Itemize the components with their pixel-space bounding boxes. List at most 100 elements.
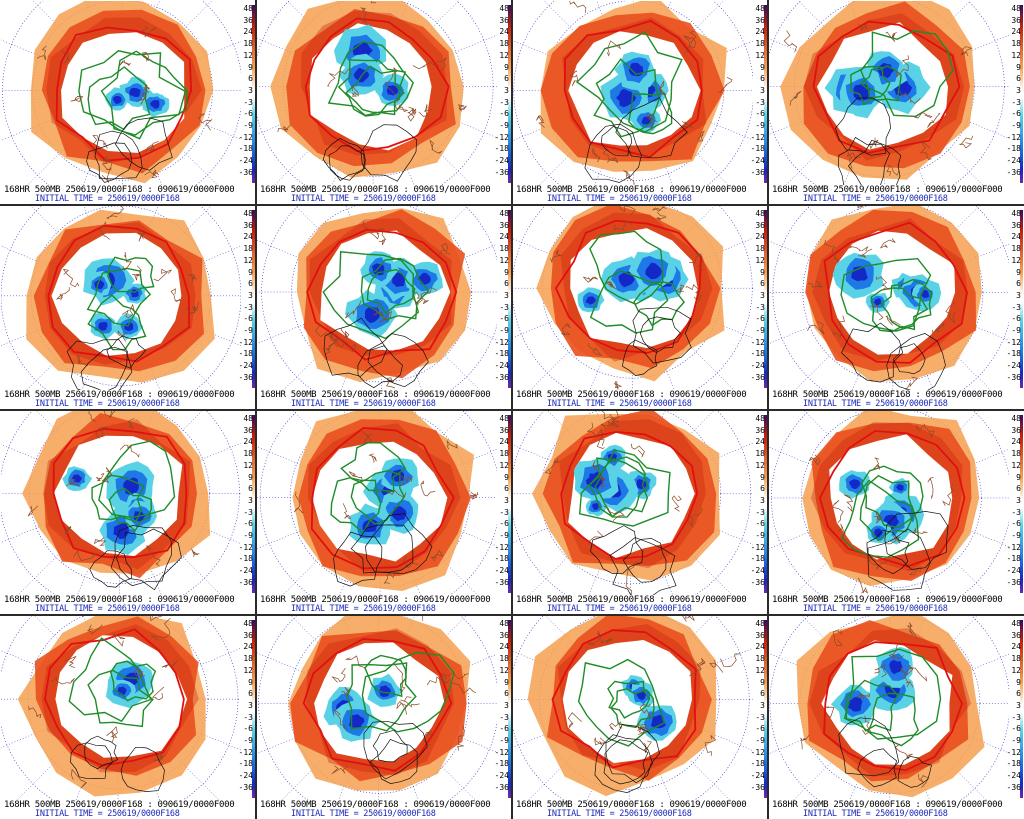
scale-tick-label: -3 [755, 507, 765, 517]
coastline [430, 549, 444, 562]
scale-tick-label: -9 [755, 121, 765, 130]
coastline [143, 83, 151, 94]
green-contour [87, 294, 147, 351]
scale-tick-label: 9 [248, 472, 253, 482]
scale-tick-label: 12 [1011, 665, 1021, 675]
scale-tick-label: 12 [499, 665, 509, 675]
scale-tick-label: -12 [494, 747, 509, 757]
scale-tick-label: -6 [1011, 109, 1021, 119]
coastline [368, 453, 377, 463]
scale-tick-label: 9 [504, 472, 509, 482]
coastline [186, 301, 200, 314]
scale-tick-label: 6 [1016, 279, 1021, 289]
red-contour [304, 17, 450, 153]
coastline [71, 768, 88, 789]
coastline [687, 507, 703, 528]
coastline [688, 30, 697, 49]
forecast-panel: 48 36 24 18 12 9 6 3 -3 -6 -9 -12 -18 -24 -36 168HR 500… [513, 616, 767, 819]
scale-tick-label: -36 [1006, 577, 1021, 587]
scale-tick-label: 36 [1011, 220, 1021, 230]
coastline [613, 220, 633, 231]
scale-tick-label: -6 [243, 724, 253, 734]
color-scale: 48 36 24 18 12 9 6 3 -3 -6 -9 -12 -18 -24 -36 [1006, 415, 1023, 593]
coastline [920, 141, 933, 160]
scale-tick-label: -9 [499, 531, 509, 540]
scale-tick-label: -36 [1006, 372, 1021, 382]
coastline [915, 423, 935, 438]
coastline [596, 435, 605, 449]
anomaly-map [513, 206, 753, 390]
coastline [567, 712, 582, 729]
scale-tick-label: 18 [755, 449, 765, 459]
height-contour [114, 117, 173, 171]
scale-tick-label: -18 [1006, 144, 1021, 154]
coastline [623, 170, 635, 185]
scale-tick-label: 36 [755, 630, 765, 640]
green-contour [628, 92, 673, 135]
scale-tick-label: -3 [1011, 507, 1021, 517]
height-contour [70, 742, 113, 780]
coastline [681, 121, 694, 129]
red-contour [563, 19, 703, 159]
scale-tick-label: -24 [1006, 361, 1021, 371]
coastline [323, 337, 346, 355]
anomaly-map [1, 411, 241, 595]
coastline [412, 60, 436, 70]
scale-tick-label: 6 [248, 689, 253, 699]
scale-tick-label: 6 [760, 484, 765, 494]
scale-tick-label: 36 [499, 220, 509, 230]
coastline [837, 523, 847, 545]
scale-tick-label: 18 [755, 244, 765, 254]
anomaly-map [769, 411, 1009, 595]
green-contour [86, 267, 152, 327]
scale-tick-label: -6 [243, 519, 253, 529]
coastline [401, 475, 413, 487]
coastline [905, 376, 919, 390]
coastline [420, 480, 436, 497]
scale-tick-label: -24 [750, 771, 765, 781]
coastline [569, 70, 579, 87]
panel-initial-time: INITIAL TIME = 250619/0000F168 [291, 399, 436, 409]
scale-tick-label: -18 [1006, 554, 1021, 564]
color-scale: 48 36 24 18 12 9 6 3 -3 -6 -9 -12 -18 -24 -36 [494, 415, 511, 593]
coastline [894, 743, 913, 759]
scale-tick-label: 9 [248, 267, 253, 277]
scale-tick-label: -3 [499, 302, 509, 312]
coastline [800, 734, 810, 750]
height-contour [360, 124, 417, 182]
coastline [154, 753, 165, 761]
coastline [960, 46, 973, 57]
panel-initial-time: INITIAL TIME = 250619/0000F168 [35, 194, 180, 204]
height-contour [835, 97, 891, 156]
height-contour [333, 531, 383, 587]
coastline [832, 630, 843, 647]
coastline [600, 420, 619, 429]
panel-initial-time: INITIAL TIME = 250619/0000F168 [35, 604, 180, 614]
scale-tick-label: -9 [243, 531, 253, 540]
coastline [945, 302, 956, 324]
scale-tick-label: -3 [1011, 97, 1021, 107]
coastline [844, 494, 854, 512]
scale-tick-label: 24 [499, 437, 509, 447]
height-contour [603, 739, 649, 785]
forecast-panel: 48 36 24 18 12 9 6 3 -3 -6 -9 -12 -18 -24 -36 168HR 500… [257, 1, 511, 204]
coastline [418, 104, 433, 118]
coastline [362, 431, 373, 443]
coastline [857, 206, 864, 209]
coastline [857, 248, 873, 259]
color-scale-bar [1020, 620, 1023, 798]
coastline [153, 268, 172, 282]
scale-tick-label: 18 [755, 39, 765, 49]
negative-anomaly-fill [889, 659, 903, 675]
height-contour [106, 335, 147, 369]
scale-tick-label: -9 [1011, 736, 1021, 745]
scale-tick-label: 36 [755, 220, 765, 230]
coastline [438, 242, 451, 256]
scale-tick-label: -9 [243, 736, 253, 745]
scale-tick-label: -18 [494, 554, 509, 564]
anomaly-map [1, 206, 241, 390]
scale-tick-label: -18 [238, 554, 253, 564]
scale-tick-label: -12 [238, 747, 253, 757]
coastline [643, 740, 652, 754]
scale-tick-label: 48 [499, 619, 509, 628]
